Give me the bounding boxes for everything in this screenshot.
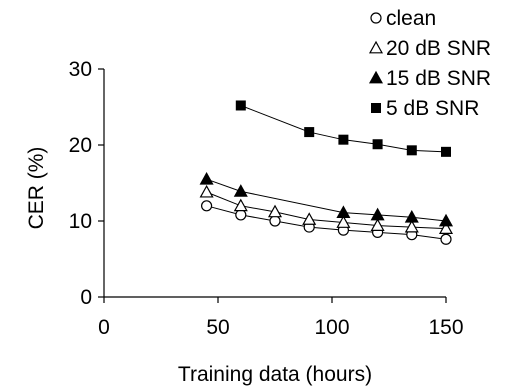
data-point <box>199 184 214 198</box>
data-point <box>336 215 351 228</box>
legend-item: 5 dB SNR <box>371 97 479 120</box>
data-point <box>302 212 317 225</box>
series-4 <box>235 100 451 157</box>
y-axis-label: CER (%) <box>25 147 48 230</box>
series-2 <box>199 184 454 234</box>
data-point <box>438 213 454 227</box>
legend-label: 20 dB SNR <box>386 37 491 60</box>
series-line <box>240 105 447 153</box>
series-1 <box>201 200 452 245</box>
legend-label: clean <box>386 7 436 30</box>
data-point <box>304 127 315 138</box>
legend: clean 20 dB SNR 15 dB SNR 5 dB SNR <box>368 7 491 120</box>
data-point <box>269 215 281 227</box>
data-point <box>233 184 248 197</box>
data-point <box>406 145 417 156</box>
legend-label: 15 dB SNR <box>386 67 491 90</box>
legend-marker <box>368 70 384 84</box>
series-line <box>206 205 447 240</box>
y-tick-label: 10 <box>69 210 92 233</box>
data-point <box>233 198 248 212</box>
y-tick-label: 0 <box>80 286 92 309</box>
series-line <box>206 191 447 230</box>
data-point <box>404 219 419 233</box>
x-axis-label: Training data (hours) <box>178 363 372 386</box>
data-point <box>370 207 385 221</box>
data-point <box>336 205 351 219</box>
data-point <box>201 200 213 212</box>
series-3 <box>199 171 454 227</box>
y-tick-label: 20 <box>69 134 92 157</box>
series-line <box>206 178 447 222</box>
data-point <box>370 218 385 231</box>
data-point <box>235 100 246 111</box>
data-point <box>440 233 452 245</box>
data-point <box>441 146 451 157</box>
legend-item: 15 dB SNR <box>368 67 491 90</box>
x-tick-label: 100 <box>314 316 349 339</box>
axes: 0 50 100 150 0 10 20 30 <box>69 58 464 339</box>
legend-marker <box>371 103 381 113</box>
data-point <box>235 209 247 221</box>
x-tick-label: 150 <box>428 316 463 339</box>
data-point <box>338 134 349 145</box>
legend-label: 5 dB SNR <box>386 97 479 120</box>
data-point <box>267 204 283 218</box>
legend-item: 20 dB SNR <box>368 37 491 60</box>
x-tick-label: 0 <box>98 316 110 339</box>
x-tick-label: 50 <box>206 316 229 339</box>
legend-marker <box>370 12 382 24</box>
data-point <box>438 221 454 234</box>
series-layer <box>199 100 454 245</box>
legend-marker <box>368 40 384 54</box>
legend-item: clean <box>370 7 436 30</box>
data-point <box>372 139 383 150</box>
y-tick-label: 30 <box>69 58 92 81</box>
data-point <box>404 209 419 223</box>
data-point <box>199 171 214 185</box>
